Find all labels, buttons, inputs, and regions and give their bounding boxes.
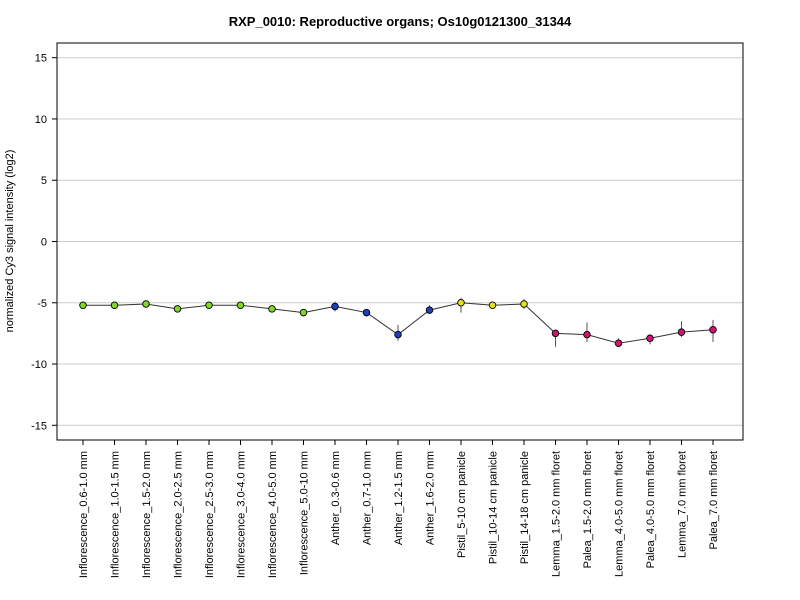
y-axis: 15 10 5 0 -5 -10 -15 bbox=[31, 53, 57, 432]
x-tick-label: Palea_1.5-2.0 mm floret bbox=[582, 451, 594, 568]
x-tick-label: Lemma_4.0-5.0 mm floret bbox=[614, 451, 626, 577]
x-tick-label: Inflorescence_2.0-2.5 mm bbox=[173, 451, 185, 578]
x-tick-label: Inflorescence_3.0-4.0 mm bbox=[236, 451, 248, 578]
chart-title: RXP_0010: Reproductive organs; Os10g0121… bbox=[229, 14, 572, 29]
x-tick-label: Anther_1.2-1.5 mm bbox=[393, 451, 405, 545]
x-tick-label: Anther_0.7-1.0 mm bbox=[362, 451, 374, 545]
data-point bbox=[79, 301, 87, 309]
data-point bbox=[331, 302, 339, 311]
x-tick-label: Pistil_5-10 cm panicle bbox=[456, 451, 468, 558]
x-tick-label: Lemma_1.5-2.0 mm floret bbox=[551, 451, 563, 577]
x-axis: Inflorescence_0.6-1.0 mm Inflorescence_1.… bbox=[78, 440, 720, 578]
data-point bbox=[583, 330, 591, 339]
x-tick-label: Pistil_10-14 cm panicle bbox=[488, 451, 500, 564]
y-tick-label: 5 bbox=[41, 175, 47, 187]
data-point bbox=[394, 330, 402, 339]
y-tick-label: 15 bbox=[35, 53, 47, 65]
data-points bbox=[79, 299, 717, 347]
y-axis-label: normalized Cy3 signal intensity (log2) bbox=[4, 150, 16, 333]
data-point bbox=[488, 301, 497, 309]
data-point bbox=[299, 308, 308, 317]
data-point bbox=[520, 300, 528, 308]
data-point bbox=[268, 305, 276, 313]
data-point bbox=[457, 299, 465, 307]
data-point bbox=[142, 300, 150, 308]
x-tick-label: Lemma_7.0 mm floret bbox=[677, 451, 689, 558]
x-tick-label: Inflorescence_1.0-1.5 mm bbox=[110, 451, 122, 578]
data-point bbox=[614, 339, 623, 347]
x-tick-label: Inflorescence_0.6-1.0 mm bbox=[78, 451, 90, 578]
data-point bbox=[110, 301, 119, 309]
x-tick-label: Inflorescence_2.5-3.0 mm bbox=[204, 451, 216, 578]
x-tick-label: Pistil_14-18 cm panicle bbox=[519, 451, 531, 564]
data-point bbox=[236, 301, 245, 309]
data-point bbox=[551, 329, 560, 338]
data-point bbox=[709, 325, 717, 334]
data-point bbox=[205, 301, 213, 309]
x-tick-label: Anther_0.3-0.6 mm bbox=[330, 451, 342, 545]
x-tick-label: Inflorescence_4.0-5.0 mm bbox=[267, 451, 279, 578]
y-tick-label: 10 bbox=[35, 114, 47, 126]
y-tick-label: 0 bbox=[41, 237, 47, 249]
x-tick-label: Inflorescence_1.5-2.0 mm bbox=[141, 451, 153, 578]
x-tick-label: Anther_1.6-2.0 mm bbox=[425, 451, 437, 545]
data-point bbox=[425, 306, 434, 314]
data-point bbox=[677, 328, 686, 336]
x-tick-label: Inflorescence_5.0-10 mm bbox=[299, 451, 311, 575]
y-tick-label: -10 bbox=[31, 359, 47, 371]
x-tick-label: Palea_4.0-5.0 mm floret bbox=[645, 451, 657, 568]
data-point bbox=[173, 305, 182, 313]
y-tick-label: -15 bbox=[31, 420, 47, 432]
y-tick-label: -5 bbox=[37, 298, 47, 310]
x-tick-label: Palea_7.0 mm floret bbox=[708, 451, 720, 549]
data-point bbox=[646, 334, 654, 343]
grid bbox=[57, 57, 743, 426]
data-point bbox=[362, 308, 371, 317]
